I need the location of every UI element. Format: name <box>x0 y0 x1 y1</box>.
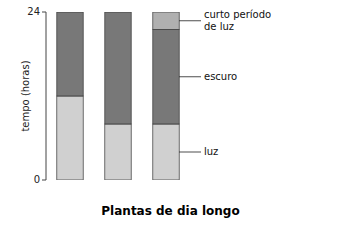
leader-line <box>179 152 201 153</box>
bar-segment <box>153 12 179 30</box>
bar-segment <box>57 12 83 13</box>
title: Plantas de dia longo <box>101 204 239 218</box>
bar-segment <box>153 124 179 180</box>
leader-line <box>179 76 201 77</box>
bar-segment <box>105 124 131 180</box>
series-label: curto períodode luz <box>204 9 271 32</box>
bar-segment <box>57 96 83 180</box>
bar-segment <box>105 12 131 124</box>
bars <box>57 12 179 180</box>
series-label-line: curto período <box>204 9 271 20</box>
tick-label: 0 <box>34 174 40 185</box>
bar-segment <box>105 12 131 13</box>
series-label-line: luz <box>204 146 218 157</box>
series-label-line: de luz <box>204 21 234 32</box>
series-label: luz <box>204 146 218 157</box>
leader-line <box>179 20 201 21</box>
chart: 0 24 tempo (horas) luz escuro curto períodode… <box>0 0 341 229</box>
tick <box>42 12 46 13</box>
bar-segment <box>153 30 179 125</box>
bar-segment <box>57 12 83 96</box>
series-label-line: escuro <box>204 71 237 82</box>
tick <box>42 180 46 181</box>
series-label: escuro <box>204 71 237 82</box>
y-label: tempo (horas) <box>20 60 31 131</box>
tick-label: 24 <box>27 6 40 17</box>
axis-line <box>46 12 47 180</box>
